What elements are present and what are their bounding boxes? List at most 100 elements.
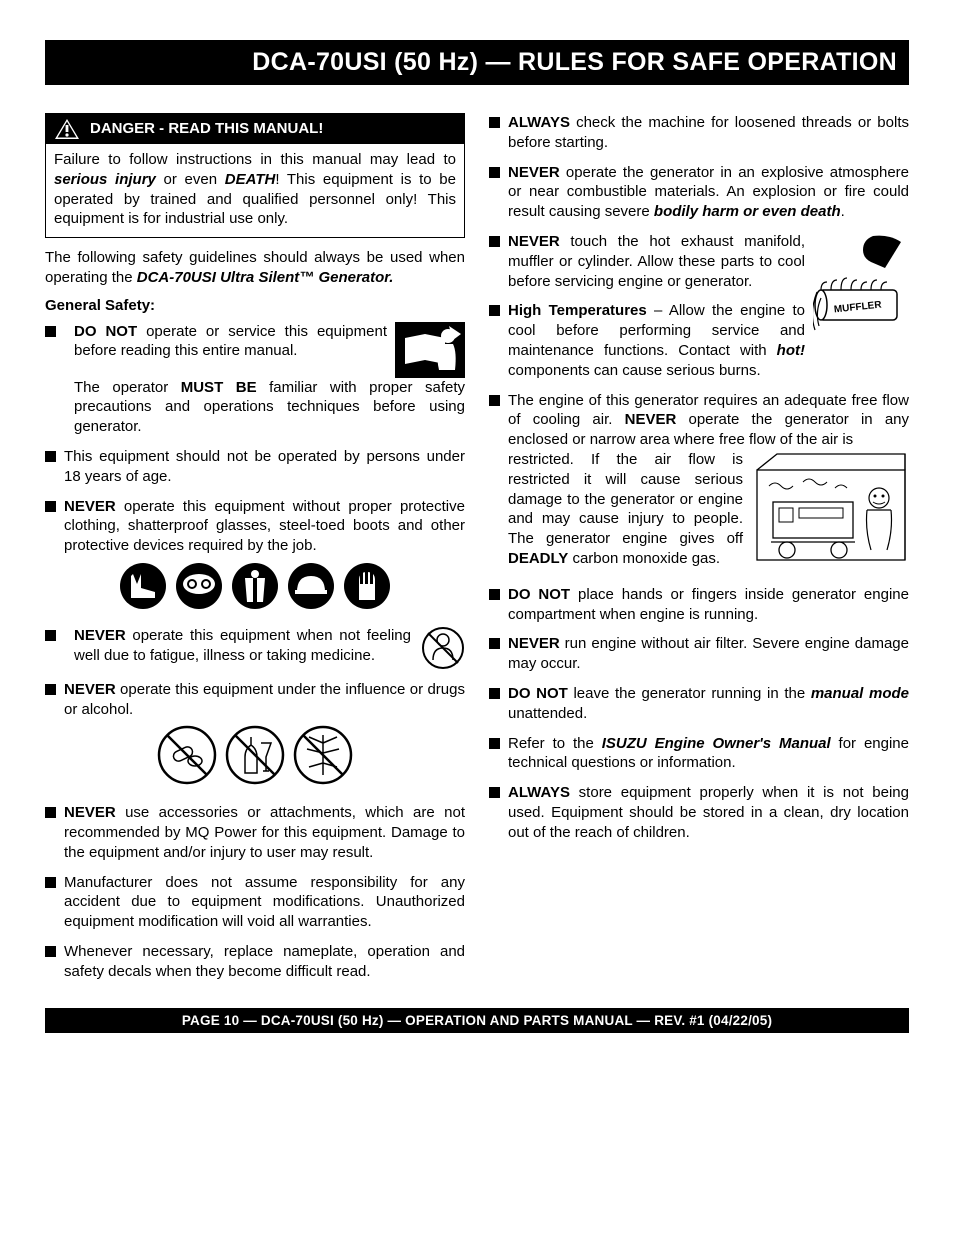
r-b7-never: NEVER	[508, 635, 560, 652]
left-b8: Whenever necessary, replace nameplate, o…	[64, 942, 465, 982]
bullet-icon	[489, 787, 500, 798]
footer-text: PAGE 10 — DCA-70USI (50 Hz) — OPERATION …	[182, 1013, 772, 1028]
r-b10-always: ALWAYS	[508, 784, 570, 801]
bullet-icon	[489, 688, 500, 699]
page-title: DCA-70USI (50 Hz) — RULES FOR SAFE OPERA…	[252, 48, 897, 76]
general-safety-heading: General Safety:	[45, 296, 465, 316]
page-title-bar: DCA-70USI (50 Hz) — RULES FOR SAFE OPERA…	[45, 40, 909, 85]
bullet-icon	[45, 630, 56, 641]
bullet-icon	[45, 501, 56, 512]
boot-icon	[119, 562, 167, 610]
right-item-2: NEVER operate the generator in an explos…	[489, 163, 909, 222]
no-drugs-icon	[291, 723, 355, 787]
goggles-icon	[175, 562, 223, 610]
right-item-7: NEVER run engine without air filter. Sev…	[489, 634, 909, 674]
left-b3-text: operate this equipment without proper pr…	[64, 498, 465, 555]
left-item-1: DO NOT operate or service this equipment…	[45, 322, 465, 437]
r-b5-never: NEVER	[625, 411, 677, 428]
left-item-5: NEVER operate this equipment under the i…	[45, 680, 465, 793]
reading-manual-icon	[395, 322, 465, 378]
right-column: ALWAYS check the machine for loosened th…	[489, 113, 909, 992]
intro-paragraph: The following safety guidelines should a…	[45, 248, 465, 288]
page-footer-bar: PAGE 10 — DCA-70USI (50 Hz) — OPERATION …	[45, 1008, 909, 1033]
intro-product: DCA-70USI Ultra Silent™ Generator.	[137, 269, 394, 286]
left-b3-never: NEVER	[64, 498, 116, 515]
bullet-icon	[45, 451, 56, 462]
left-safety-list: DO NOT operate or service this equipment…	[45, 322, 465, 982]
right-item-6: DO NOT place hands or fingers inside gen…	[489, 585, 909, 625]
left-b7: Manufacturer does not assume responsibil…	[64, 873, 465, 932]
r-b1-always: ALWAYS	[508, 114, 570, 131]
r-b5-c2: restricted. If the air flow is restricte…	[508, 451, 743, 547]
gloves-icon	[343, 562, 391, 610]
no-fatigue-icon	[421, 626, 465, 670]
r-b9-pre: Refer to the	[508, 735, 602, 752]
danger-body-injury: serious injury	[54, 171, 156, 188]
left-b1-mustbe: MUST BE	[181, 379, 257, 396]
bullet-icon	[45, 946, 56, 957]
right-item-10: ALWAYS store equipment properly when it …	[489, 783, 909, 842]
left-b2: This equipment should not be operated by…	[64, 447, 465, 487]
r-b4-hot: hot!	[777, 342, 805, 359]
bullet-icon	[489, 638, 500, 649]
danger-body: Failure to follow instructions in this m…	[46, 144, 464, 237]
r-b8-manual: manual mode	[811, 685, 909, 702]
no-drugs-alcohol-row	[45, 723, 465, 793]
r-b4-ht: High Temperatures	[508, 302, 647, 319]
left-item-7: Manufacturer does not assume responsibil…	[45, 873, 465, 932]
left-item-2: This equipment should not be operated by…	[45, 447, 465, 487]
right-item-1: ALWAYS check the machine for loosened th…	[489, 113, 909, 153]
r-b5-deadly: DEADLY	[508, 550, 568, 567]
hardhat-icon	[287, 562, 335, 610]
ppe-icon-strip	[45, 562, 465, 616]
vest-icon	[231, 562, 279, 610]
r-b4-post: components can cause serious burns.	[508, 362, 761, 379]
r-b8-post: unattended.	[508, 705, 587, 722]
danger-heading: DANGER - READ THIS MANUAL!	[46, 114, 464, 144]
bullet-icon	[489, 117, 500, 128]
enclosed-generator-icon	[753, 450, 909, 570]
warning-icon	[54, 118, 80, 140]
two-column-layout: DANGER - READ THIS MANUAL! Failure to fo…	[45, 113, 909, 992]
left-b4-never: NEVER	[74, 627, 126, 644]
left-b1-p2a: The operator	[74, 379, 181, 396]
r-b9-isuzu: ISUZU Engine Owner's Manual	[602, 735, 831, 752]
bullet-icon	[489, 395, 500, 406]
r-b6-donot: DO NOT	[508, 586, 570, 603]
left-b5-text: operate this equipment under the influen…	[64, 681, 465, 718]
left-item-3: NEVER operate this equipment without pro…	[45, 497, 465, 616]
hot-muffler-icon: MUFFLER	[813, 232, 909, 352]
left-item-4: NEVER operate this equipment when not fe…	[45, 626, 465, 670]
bullet-icon	[489, 305, 500, 316]
bullet-icon	[489, 738, 500, 749]
danger-box: DANGER - READ THIS MANUAL! Failure to fo…	[45, 113, 465, 238]
bullet-icon	[489, 167, 500, 178]
right-item-8: DO NOT leave the generator running in th…	[489, 684, 909, 724]
danger-heading-text: DANGER - READ THIS MANUAL!	[90, 119, 323, 139]
left-b1-donot: DO NOT	[74, 323, 137, 340]
right-safety-list: ALWAYS check the machine for loosened th…	[489, 113, 909, 843]
bullet-icon	[45, 326, 56, 337]
r-b2-dot: .	[841, 203, 845, 220]
no-alcohol-icon	[223, 723, 287, 787]
danger-body-pre: Failure to follow instructions in this m…	[54, 151, 456, 168]
r-b3-never: NEVER	[508, 233, 560, 250]
bullet-icon	[45, 877, 56, 888]
bullet-icon	[45, 684, 56, 695]
bullet-icon	[45, 807, 56, 818]
left-b5-never: NEVER	[64, 681, 116, 698]
r-b2-harm: bodily harm or even death	[654, 203, 841, 220]
right-item-3-4: NEVER touch the hot exhaust manifold, mu…	[489, 232, 909, 381]
r-b2-never: NEVER	[508, 164, 560, 181]
danger-body-or: or even	[156, 171, 225, 188]
right-item-5: The engine of this generator requires an…	[489, 391, 909, 575]
left-item-6: NEVER use accessories or attachments, wh…	[45, 803, 465, 862]
danger-body-death: DEATH	[225, 171, 276, 188]
left-column: DANGER - READ THIS MANUAL! Failure to fo…	[45, 113, 465, 992]
r-b7-text: run engine without air filter. Severe en…	[508, 635, 909, 672]
right-item-9: Refer to the ISUZU Engine Owner's Manual…	[489, 734, 909, 774]
document-page: DCA-70USI (50 Hz) — RULES FOR SAFE OPERA…	[0, 0, 954, 1063]
r-b8-donot: DO NOT	[508, 685, 568, 702]
bullet-icon	[489, 236, 500, 247]
no-pills-icon	[155, 723, 219, 787]
